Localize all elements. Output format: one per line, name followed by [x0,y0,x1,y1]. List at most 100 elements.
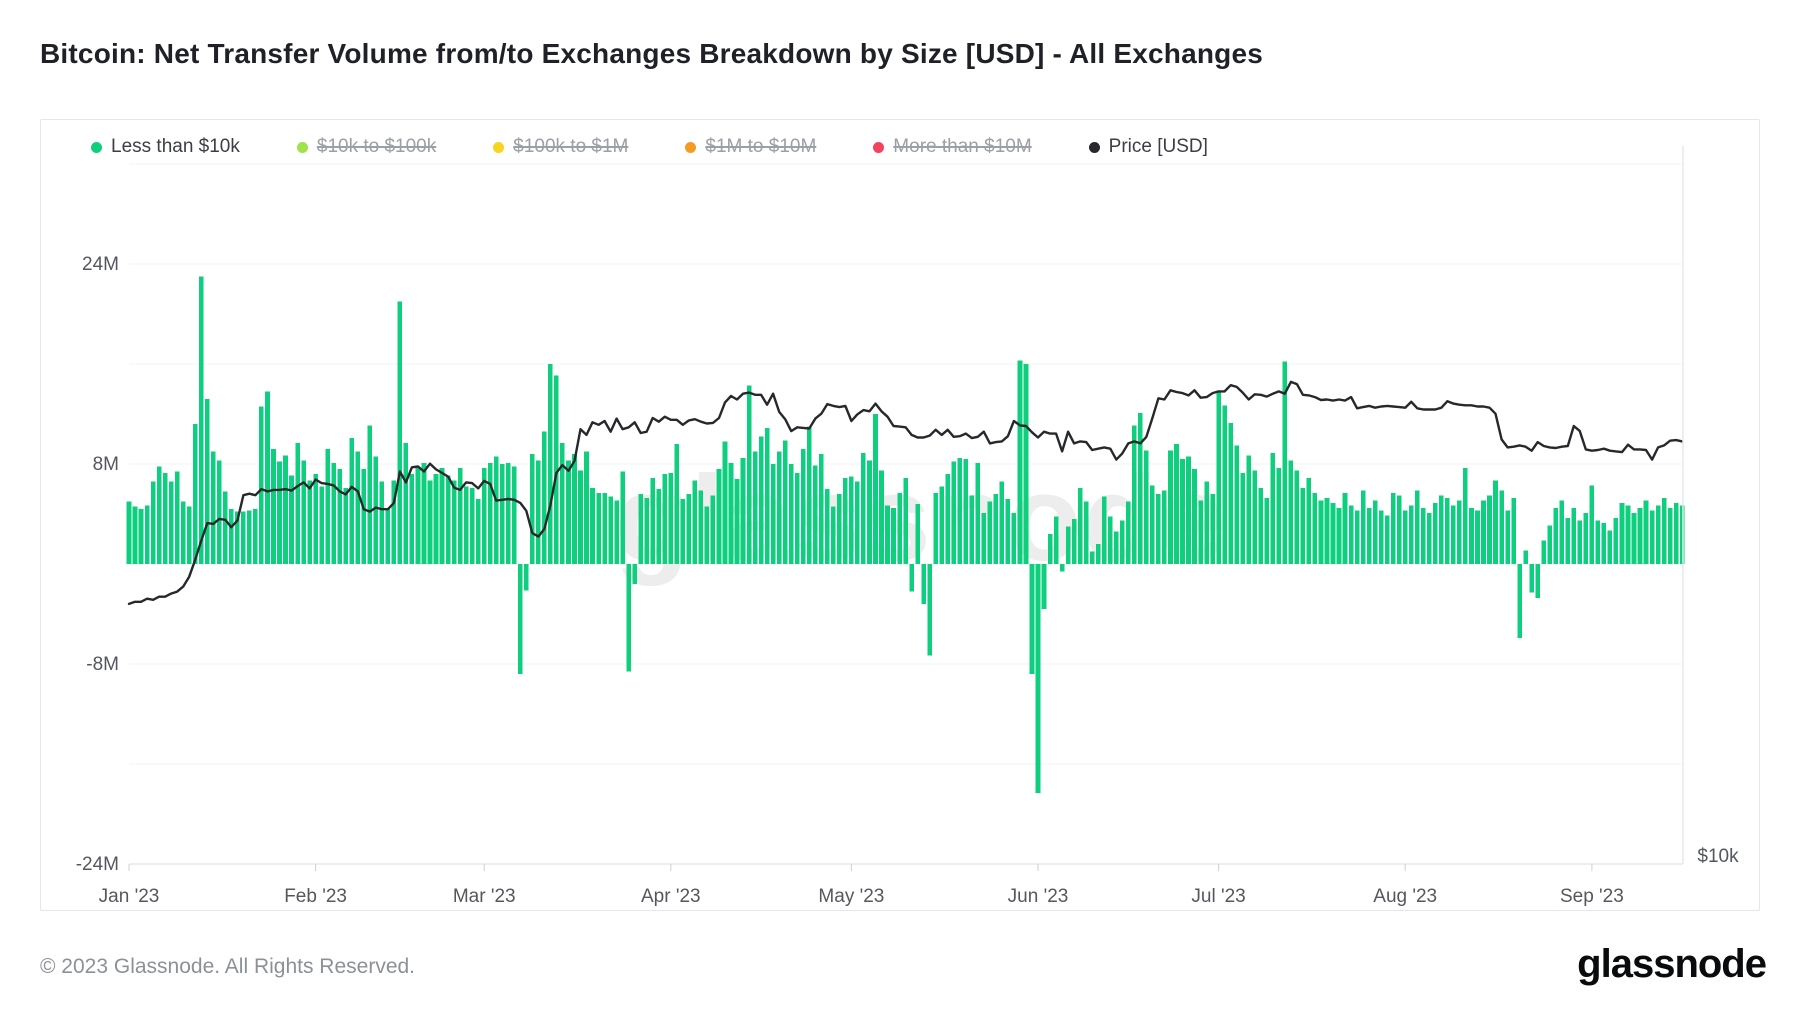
volume-bar[interactable] [1077,487,1083,565]
volume-bar[interactable] [963,459,969,564]
volume-bar[interactable] [1234,445,1239,565]
volume-bar[interactable] [644,497,649,565]
volume-bar[interactable] [1571,507,1577,565]
volume-bar[interactable] [1011,512,1017,564]
volume-bar[interactable] [746,385,752,565]
volume-bar[interactable] [1114,531,1119,565]
volume-bar[interactable] [198,276,204,565]
volume-bar[interactable] [1583,512,1589,564]
volume-bar[interactable] [313,474,318,564]
volume-bar[interactable] [1276,467,1282,565]
volume-bar[interactable] [499,464,505,564]
volume-bar[interactable] [301,460,306,565]
volume-bar[interactable] [186,506,192,565]
volume-bar[interactable] [1252,470,1257,565]
volume-bar[interactable] [1673,502,1679,565]
volume-bar[interactable] [337,469,342,564]
volume-bar[interactable] [1601,522,1607,565]
price-line[interactable] [127,380,1684,606]
volume-bar[interactable] [1481,500,1486,564]
volume-bar[interactable] [909,564,914,592]
volume-bar[interactable] [728,462,734,565]
legend-item-price-usd[interactable]: Price [USD] [1088,136,1208,158]
volume-bar[interactable] [1505,510,1510,565]
volume-bar[interactable] [1162,490,1167,565]
volume-bar[interactable] [1294,470,1300,565]
volume-bar[interactable] [1348,505,1354,565]
volume-bar[interactable] [1643,500,1649,564]
volume-bar[interactable] [656,489,662,564]
volume-bar[interactable] [542,431,547,565]
volume-bar[interactable] [265,391,270,565]
volume-bar[interactable] [686,494,692,564]
volume-bar[interactable] [1210,494,1215,564]
volume-bar[interactable] [253,509,258,564]
volume-bar[interactable] [1288,460,1294,565]
volume-bar[interactable] [1312,492,1318,565]
volume-bar[interactable] [487,462,493,565]
volume-bar[interactable] [1204,481,1209,565]
volume-bar[interactable] [1427,512,1432,564]
volume-bar[interactable] [626,564,631,672]
volume-bar[interactable] [1023,364,1029,564]
volume-bar[interactable] [518,564,523,674]
volume-bar[interactable] [855,481,860,565]
volume-bar[interactable] [794,472,800,565]
volume-bar[interactable] [915,504,920,564]
volume-bar[interactable] [981,512,987,564]
volume-bar[interactable] [1589,485,1595,565]
volume-bar[interactable] [259,406,264,565]
volume-bar[interactable] [674,444,680,564]
volume-bar[interactable] [1475,510,1480,565]
volume-bar[interactable] [355,451,361,565]
volume-bar[interactable] [987,501,993,565]
volume-bar[interactable] [512,466,517,565]
volume-bar[interactable] [403,442,409,564]
volume-bar[interactable] [680,499,686,564]
volume-bar[interactable] [825,489,830,564]
volume-bar[interactable] [1421,507,1426,565]
volume-bar[interactable] [247,510,252,565]
volume-bar[interactable] [704,506,710,565]
volume-bar[interactable] [1372,500,1378,564]
volume-bar[interactable] [481,467,487,565]
volume-bar[interactable] [445,475,451,565]
volume-bar[interactable] [421,462,427,565]
volume-bar[interactable] [331,462,336,565]
volume-bar[interactable] [668,472,674,565]
legend-item-less-than-10k[interactable]: Less than $10k [91,136,240,158]
volume-bar[interactable] [1089,551,1095,565]
volume-bar[interactable] [734,479,740,564]
volume-bar[interactable] [1168,450,1173,565]
volume-bar[interactable] [295,442,300,564]
volume-bar[interactable] [349,437,354,565]
volume-bar[interactable] [235,511,240,565]
volume-bar[interactable] [584,451,589,565]
volume-bar[interactable] [1324,497,1330,565]
volume-bar[interactable] [180,501,186,565]
volume-bar[interactable] [1186,456,1191,565]
volume-bar[interactable] [530,454,535,564]
volume-bar[interactable] [1535,564,1540,598]
volume-bar[interactable] [1017,360,1023,565]
volume-bar[interactable] [1101,496,1107,565]
volume-bar[interactable] [1487,495,1492,565]
volume-bar[interactable] [921,564,926,604]
volume-bar[interactable] [1511,497,1516,565]
volume-bar[interactable] [590,487,595,565]
volume-bar[interactable] [1384,515,1390,565]
volume-bar[interactable] [1463,467,1468,565]
volume-bar[interactable] [969,495,975,565]
volume-bar[interactable] [758,436,764,565]
volume-bar[interactable] [391,480,397,565]
volume-bar[interactable] [427,480,433,565]
volume-bar[interactable] [469,487,475,565]
volume-bar[interactable] [1523,550,1528,565]
volume-bar[interactable] [1216,390,1221,565]
volume-bar[interactable] [782,440,788,565]
volume-bar[interactable] [903,477,908,565]
volume-bar[interactable] [1071,519,1077,564]
volume-bar[interactable] [1559,500,1565,564]
volume-bar[interactable] [1095,544,1101,564]
volume-bar[interactable] [1661,497,1667,565]
